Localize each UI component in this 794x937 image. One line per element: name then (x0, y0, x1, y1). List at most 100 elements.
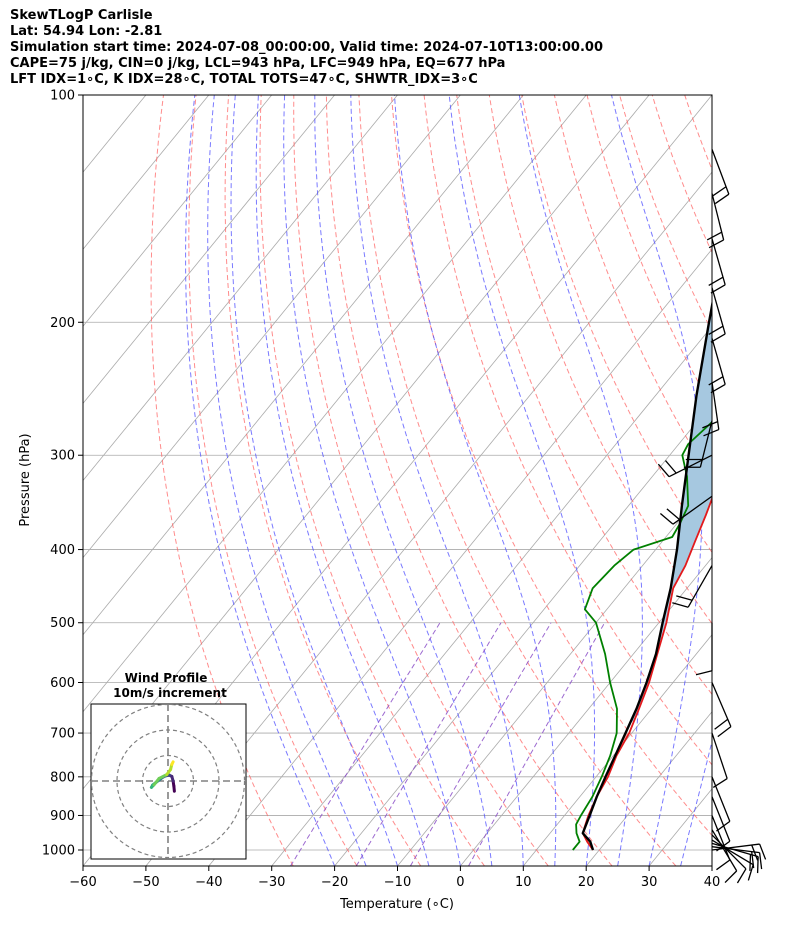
wind-barb-flag (657, 463, 670, 478)
moist-adiabat (185, 95, 336, 866)
isotherm-line (585, 711, 712, 866)
x-tick-label: 40 (704, 875, 721, 890)
x-tick-label: −30 (258, 875, 285, 890)
wind-barb-staff (711, 732, 728, 779)
indices-line: LFT IDX=1∘C, K IDX=28∘C, TOTAL TOTS=47∘C… (10, 72, 478, 87)
hodograph-segment (170, 760, 175, 766)
isotherm-line (711, 865, 712, 866)
wind-barb (711, 732, 728, 788)
dry-adiabat (259, 95, 485, 866)
wind-barb-flag (664, 460, 677, 474)
y-tick-label: 600 (50, 676, 75, 691)
time-line: Simulation start time: 2024-07-08_00:00:… (10, 40, 603, 55)
chart-title: SkewTLogP Carlisle (10, 8, 153, 23)
dry-adiabat (750, 95, 794, 866)
wind-barb (708, 338, 726, 394)
wind-barb-flag (724, 870, 738, 883)
wind-barb-staff (711, 682, 732, 727)
moist-adiabats (185, 95, 712, 866)
dry-adiabat (224, 95, 422, 866)
wind-barb-flag (706, 231, 723, 241)
wind-barb-staff (711, 287, 726, 335)
moist-adiabat (518, 95, 643, 866)
wind-barb-flag (759, 843, 767, 860)
cape-cin-shading (582, 305, 712, 850)
wind-barb-flag (708, 325, 724, 335)
isotherm-line (522, 634, 712, 866)
wind-barb-flag (717, 726, 732, 738)
dry-adiabat (188, 95, 358, 866)
wind-barb (672, 565, 713, 608)
wind-barb-staff (711, 829, 738, 872)
y-tick-label: 100 (50, 89, 75, 104)
y-tick-label: 800 (50, 770, 75, 785)
x-axis-label: Temperature (∘C) (339, 897, 454, 912)
wind-barb-staff (711, 338, 726, 385)
mixing-ratio-line (355, 622, 502, 866)
isotherm-line (83, 95, 524, 636)
x-tick-label: −40 (195, 875, 222, 890)
isotherm-line (83, 95, 587, 713)
profile-lines (572, 299, 712, 851)
wind-barb-flag (756, 856, 759, 874)
wind-barb-staff (711, 834, 747, 870)
hodograph-title: Wind Profile (125, 671, 208, 685)
x-tick-label: −10 (384, 875, 411, 890)
wind-barb (683, 420, 713, 468)
isotherm-line (271, 325, 712, 866)
chart-header: SkewTLogP Carlisle Lat: 54.94 Lon: -2.81… (10, 8, 603, 88)
moist-adiabat (314, 95, 493, 866)
wind-barb-flag (712, 186, 727, 197)
wind-barb (711, 149, 730, 205)
isotherm-line (83, 95, 84, 96)
wind-barb-flag (736, 868, 747, 884)
x-axis: −60 −50 −40 −30 −20 −10 0 10 20 30 40 (69, 866, 720, 890)
isotherm-line (83, 95, 210, 250)
wind-barb-flag (676, 595, 693, 601)
y-tick-label: 500 (50, 616, 75, 631)
wind-barb-staff (711, 776, 731, 822)
y-tick-label: 300 (50, 449, 75, 464)
isotherm-line (397, 479, 712, 866)
moist-adiabat (350, 95, 524, 866)
wind-barb (659, 495, 713, 525)
moist-adiabat (283, 95, 461, 866)
dry-adiabat (488, 95, 712, 625)
wind-barb (711, 834, 747, 884)
y-tick-label: 900 (50, 809, 75, 824)
y-axis-label: Pressure (hPa) (18, 433, 33, 526)
wind-barb (657, 454, 713, 478)
wind-barb-staff (711, 839, 754, 866)
moist-adiabat (230, 95, 398, 866)
wind-barb (711, 796, 731, 852)
dry-adiabat (325, 95, 613, 866)
wind-barb-flag (714, 193, 730, 205)
hodograph-inset: Wind Profile 10m/s increment (90, 671, 247, 860)
x-tick-label: −50 (132, 875, 159, 890)
isotherm-line (83, 95, 398, 482)
wind-barb (711, 776, 731, 832)
isotherm-line (83, 95, 273, 327)
wind-barb-flag (758, 852, 763, 870)
moist-adiabat (255, 95, 430, 866)
wind-barb-flag (714, 718, 729, 730)
dry-adiabat (150, 95, 294, 866)
wind-barb (708, 287, 726, 343)
isotherm-line (460, 556, 712, 866)
mixing-ratio-line (409, 622, 552, 866)
y-tick-label: 700 (50, 727, 75, 742)
wind-barb-staff (711, 815, 731, 861)
x-tick-label: 10 (515, 875, 532, 890)
wind-barb (711, 815, 731, 871)
x-tick-label: 20 (578, 875, 595, 890)
wind-barb-flag (716, 820, 731, 832)
wind-barb-flag (751, 844, 759, 861)
wind-barb-flag (672, 602, 689, 608)
wind-barb-flag (695, 670, 713, 676)
isotherm-lines (83, 95, 712, 866)
dry-adiabat (521, 95, 712, 554)
wind-barb-flag (708, 276, 724, 286)
location-line: Lat: 54.94 Lon: -2.81 (10, 24, 163, 39)
wind-barb-flag (710, 333, 726, 343)
